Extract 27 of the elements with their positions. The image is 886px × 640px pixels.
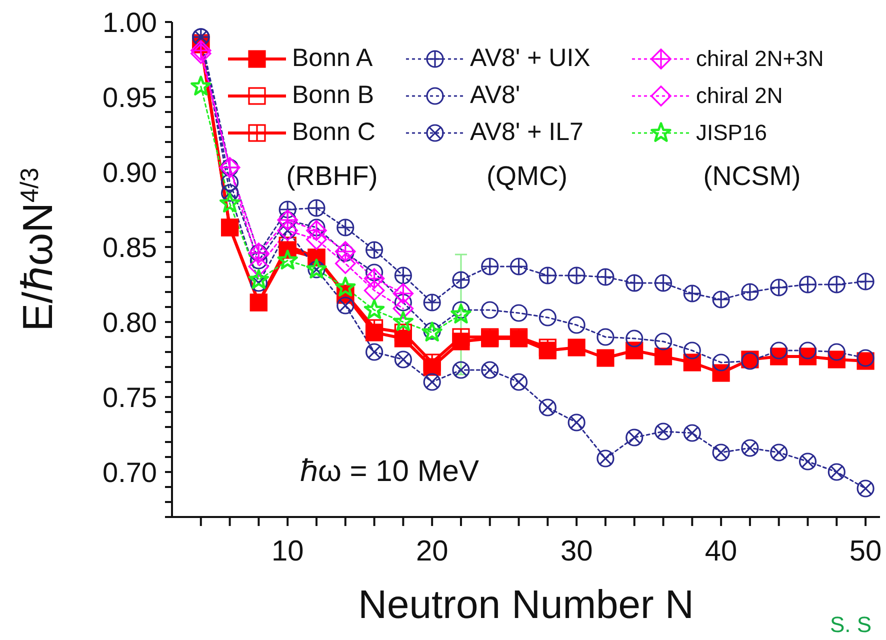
legend-label: Bonn B (292, 81, 374, 110)
x-axis-title: Neutron Number N (358, 583, 694, 627)
y-tick-label: 0.85 (102, 232, 157, 263)
x-tick-label: 50 (849, 536, 882, 568)
y-tick-label: 1.00 (102, 6, 157, 38)
y-tick-label: 0.95 (102, 82, 157, 113)
legend-label: Bonn C (292, 118, 376, 147)
legend-label: Bonn A (292, 44, 373, 73)
y-tick-label: 0.70 (102, 456, 157, 488)
annotation: (NCSM) (703, 161, 801, 191)
text: S. S (830, 612, 872, 637)
y-tick-label: 0.75 (102, 382, 157, 413)
y-tick-label: 0.90 (102, 156, 157, 188)
x-tick-label: 40 (704, 536, 738, 568)
legend-label: AV8' (470, 81, 520, 110)
annotation: (QMC) (486, 161, 568, 191)
legend-label: chiral 2N (696, 82, 783, 108)
legend-label: AV8' + UIX (470, 44, 590, 73)
annotation: ℏω = 10 MeV (300, 455, 480, 488)
legend-label: JISP16 (696, 120, 767, 146)
x-tick-label: 20 (416, 536, 448, 568)
x-tick-label: 10 (271, 536, 304, 568)
annotation: (RBHF) (286, 161, 378, 191)
legend-label: AV8' + IL7 (470, 118, 584, 147)
y-tick-label: 0.80 (102, 306, 157, 338)
x-tick-label: 30 (560, 536, 593, 568)
legend-label: chiral 2N+3N (696, 46, 824, 72)
